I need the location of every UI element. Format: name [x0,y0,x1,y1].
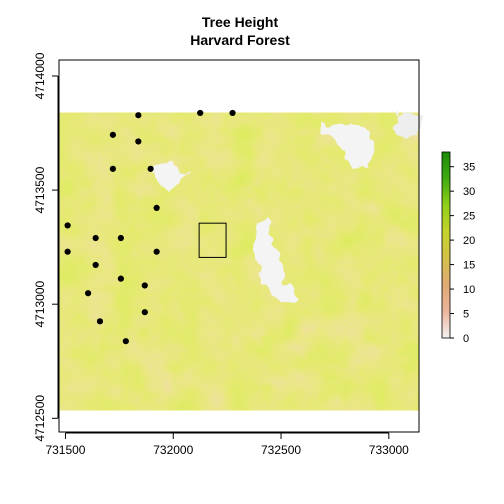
plot-point [117,234,124,242]
no-data-open-central [254,217,299,306]
legend-tick-label: 30 [463,186,475,198]
x-tick-label: 733000 [369,443,409,457]
no-data-cleared-top-right [320,124,375,171]
y-tick-label: 4712500 [33,395,47,442]
y-tick-label: 4713000 [33,281,47,328]
legend-tick-label: 5 [463,309,469,321]
plot-point [85,290,92,297]
plot-point [229,109,236,117]
plot-point [197,109,204,117]
plot-point [141,309,148,316]
x-tick-label: 731500 [45,443,85,457]
plot-point [96,318,104,325]
legend-tick-label: 15 [463,260,475,272]
y-tick-label: 4714000 [33,52,47,99]
study-plot-box [198,222,227,258]
no-data-top-edge [397,112,419,135]
plot-point [135,112,142,119]
legend-tick-label: 35 [463,162,475,174]
plot-point [64,248,71,255]
plot-point [92,261,99,269]
legend-tick-label: 20 [463,235,475,247]
plot-point [135,138,142,145]
y-axis: 4712500 4713000 4713500 4714000 [33,52,59,442]
chart-title-line1: Tree Height [202,14,279,30]
plot-frame [58,59,420,433]
chart-title: Tree Height Harvard Forest [190,14,290,48]
x-tick-label: 732500 [261,443,301,457]
plot-point [109,165,116,172]
plot-point [122,338,129,345]
x-tick-label: 732000 [153,443,193,457]
legend-tick-label: 25 [463,211,475,223]
no-data-cleared-mid-left [153,164,188,191]
plot-point [147,165,154,172]
tree-height-raster [59,112,419,411]
legend-tick-label: 10 [463,284,475,296]
legend-color-bar [441,151,451,339]
y-tick-label: 4713500 [33,166,47,213]
legend-tick-label: 0 [463,333,469,345]
plot-point [117,275,124,282]
study-plot-rectangle [198,222,227,258]
plot-point [64,222,71,229]
x-axis: 731500 732000 732500 733000 [45,432,409,457]
plot-point [153,248,160,255]
plot-points [64,109,236,345]
plot-point [141,282,148,289]
plot-point [109,131,116,138]
legend-colorbar: 0 5 10 15 20 25 30 35 [441,151,475,345]
plot-point [153,204,160,211]
plot-point [92,234,99,242]
chart-title-line2: Harvard Forest [190,32,290,48]
